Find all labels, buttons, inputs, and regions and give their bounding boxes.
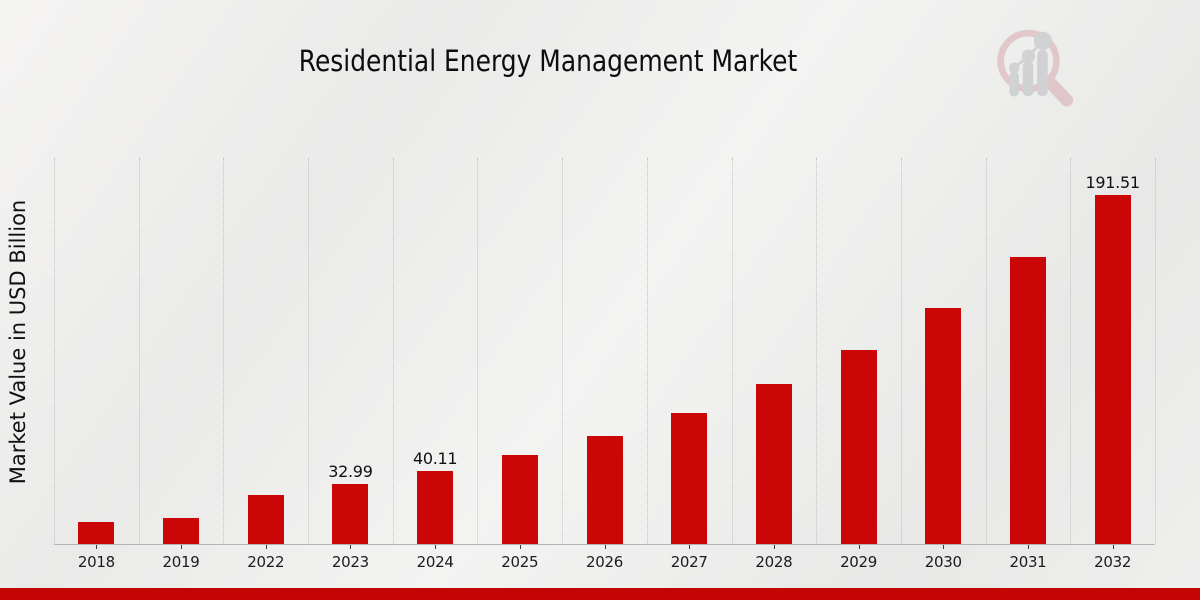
bar-value-label-2032: 191.51 <box>1085 173 1140 193</box>
bar-2022 <box>247 495 284 544</box>
gridline <box>392 158 394 544</box>
gridline <box>646 158 648 544</box>
gridline <box>138 158 140 544</box>
x-tick-label-2018: 2018 <box>77 553 115 571</box>
x-tick-label-2029: 2029 <box>840 553 878 571</box>
gridline <box>1155 158 1156 544</box>
logo-dot-medium <box>1021 49 1036 63</box>
bar-2024 <box>417 470 454 544</box>
x-tick-label-2024: 2024 <box>416 553 454 571</box>
bottom-accent-band <box>0 588 1200 600</box>
logo-bar-large <box>1037 49 1048 97</box>
gridline <box>54 158 55 544</box>
x-tick <box>773 545 775 549</box>
x-tick-label-2025: 2025 <box>501 553 539 571</box>
bar-2023 <box>332 483 369 544</box>
x-tick-label-2032: 2032 <box>1094 553 1132 571</box>
bar-2019 <box>163 518 200 544</box>
gridline <box>816 158 818 544</box>
x-tick-label-2027: 2027 <box>670 553 708 571</box>
x-tick <box>181 545 183 549</box>
x-tick-label-2028: 2028 <box>755 553 793 571</box>
bar-value-label-2023: 32.99 <box>328 461 373 481</box>
bar-2025 <box>501 455 538 544</box>
logo-trend-line <box>1013 39 1044 69</box>
bar-2026 <box>586 436 623 544</box>
logo-magnifier-ring <box>997 29 1060 93</box>
logo-magnifier-handle <box>1043 75 1074 107</box>
x-tick <box>350 545 352 549</box>
logo-dot-large <box>1033 31 1053 50</box>
x-tick-label-2030: 2030 <box>924 553 962 571</box>
x-tick <box>435 545 437 549</box>
gridline <box>1070 158 1072 544</box>
x-tick-label-2026: 2026 <box>586 553 623 571</box>
gridline <box>223 158 225 544</box>
gridline <box>900 158 902 544</box>
x-tick <box>96 545 98 549</box>
x-tick <box>519 545 521 549</box>
bar-2018 <box>78 522 115 544</box>
bar-2029 <box>840 349 877 544</box>
x-tick-label-2022: 2022 <box>247 553 285 571</box>
x-tick <box>604 545 606 549</box>
bar-value-label-2024: 40.11 <box>412 448 458 468</box>
bar-2032 <box>1094 195 1131 544</box>
x-tick <box>858 545 860 549</box>
bar-2028 <box>755 384 792 544</box>
x-tick <box>265 545 267 549</box>
x-tick-label-2031: 2031 <box>1009 553 1047 571</box>
logo-dot-small <box>1008 62 1020 73</box>
chart-title: Residential Energy Management Market <box>298 44 798 78</box>
x-tick <box>1112 545 1114 549</box>
x-axis-line <box>54 544 1155 545</box>
bar-2030 <box>925 308 962 544</box>
logo-bar-small <box>1009 71 1019 97</box>
logo-bar-medium <box>1022 60 1034 97</box>
gridline <box>731 158 733 544</box>
magnifier-bar-chart-logo-icon <box>997 29 1074 107</box>
gridline <box>985 158 987 544</box>
x-tick-label-2023: 2023 <box>331 553 369 571</box>
x-tick <box>689 545 691 549</box>
x-tick <box>943 545 945 549</box>
bar-2027 <box>671 412 708 544</box>
x-tick-label-2019: 2019 <box>162 553 200 571</box>
bar-2031 <box>1009 257 1046 544</box>
gridline <box>562 158 564 544</box>
gridline <box>477 158 479 544</box>
gridline <box>308 158 310 544</box>
x-tick <box>1027 545 1029 549</box>
